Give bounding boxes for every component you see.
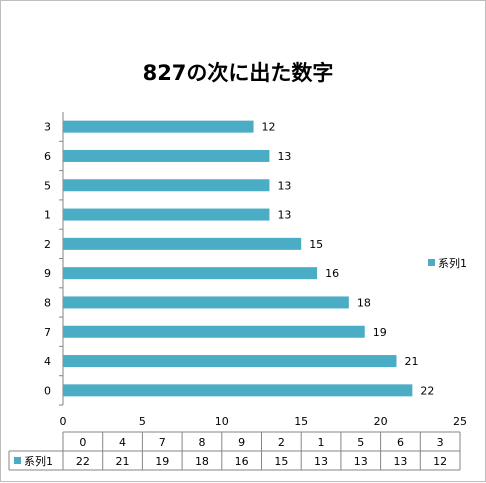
bar [63,384,413,397]
y-tick-label: 2 [44,238,51,251]
bar [63,120,254,133]
table-category-cell: 7 [159,436,166,449]
table-value-cell: 18 [195,455,209,468]
bar [63,325,365,338]
data-label: 13 [277,209,291,222]
data-label: 19 [373,326,387,339]
table-category-cell: 5 [357,436,364,449]
data-label: 13 [277,179,291,192]
table-series-swatch [14,457,21,464]
x-tick-label: 25 [453,415,467,428]
data-label: 16 [325,267,339,280]
x-tick-label: 5 [139,415,146,428]
x-tick-label: 0 [60,415,67,428]
table-value-cell: 16 [235,455,249,468]
data-label: 13 [277,150,291,163]
table-category-cell: 8 [198,436,205,449]
table-category-cell: 6 [397,436,404,449]
table-value-cell: 22 [76,455,90,468]
data-label: 18 [357,296,371,309]
table-value-cell: 13 [314,455,328,468]
y-tick-label: 6 [44,150,51,163]
bar [63,237,302,250]
table-value-cell: 12 [433,455,447,468]
data-label: 12 [262,121,276,134]
table-value-cell: 13 [393,455,407,468]
table-value-cell: 19 [155,455,169,468]
x-tick-label: 20 [374,415,388,428]
x-tick-label: 10 [215,415,229,428]
y-tick-label: 4 [44,355,51,368]
table-category-cell: 0 [79,436,86,449]
y-tick-label: 9 [44,267,51,280]
y-tick-label: 7 [44,326,51,339]
bar [63,149,270,162]
table-category-cell: 3 [437,436,444,449]
table-series-name: 系列1 [24,454,53,468]
bar [63,355,397,368]
y-tick-label: 5 [44,179,51,192]
table-category-cell: 9 [238,436,245,449]
y-tick-label: 3 [44,121,51,134]
y-tick-label: 1 [44,209,51,222]
table-value-cell: 13 [354,455,368,468]
bar [63,267,318,280]
bar [63,179,270,192]
y-tick-label: 0 [44,384,51,397]
y-tick-label: 8 [44,296,51,309]
bar [63,296,349,309]
bar [63,208,270,221]
table-value-cell: 15 [274,455,288,468]
table-value-cell: 21 [116,455,130,468]
table-category-cell: 1 [318,436,325,449]
legend-label: 系列1 [438,256,467,270]
data-label: 15 [309,238,323,251]
x-tick-label: 15 [294,415,308,428]
data-label: 21 [404,355,418,368]
data-label: 22 [420,384,434,397]
legend-swatch [428,259,435,266]
table-category-cell: 4 [119,436,126,449]
chart-title: 827の次に出た数字 [143,61,334,85]
table-category-cell: 2 [278,436,285,449]
